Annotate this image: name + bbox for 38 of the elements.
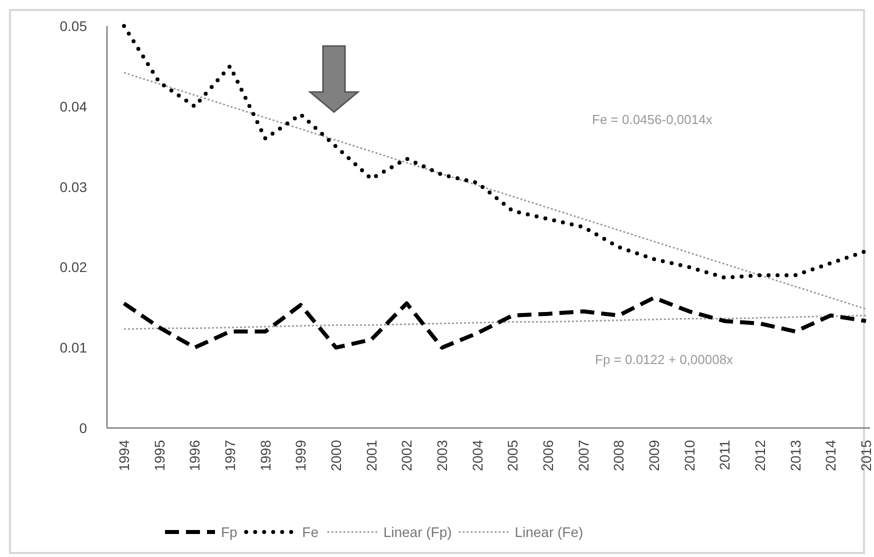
- x-tick-label: 2003: [434, 440, 450, 472]
- x-tick-label: 2013: [787, 440, 804, 472]
- x-tick-label: 2006: [540, 440, 556, 472]
- x-tick-label: 1998: [257, 440, 274, 472]
- legend-label: Linear (Fp): [383, 524, 452, 540]
- y-tick-label: 0.04: [60, 98, 88, 114]
- x-tick-label: 1996: [186, 440, 203, 472]
- x-tick-label: 2007: [575, 440, 592, 472]
- y-tick-label: 0.05: [60, 18, 88, 34]
- legend-label: Fp: [221, 524, 238, 540]
- x-tick-label: 2002: [398, 440, 415, 472]
- line-series: [123, 72, 867, 310]
- x-tick-label: 1999: [292, 440, 309, 472]
- x-tick-label: 2011: [716, 440, 733, 470]
- x-tick-label: 1995: [151, 440, 168, 472]
- line-series: [122, 24, 868, 280]
- x-tick-label: 2008: [610, 440, 627, 472]
- x-tick-label: 2001: [363, 440, 380, 472]
- x-tick-label: 1997: [222, 440, 238, 472]
- x-tick-label: 2004: [469, 440, 486, 472]
- x-tick-label: 2009: [646, 440, 662, 472]
- x-tick-label: 2012: [752, 440, 768, 472]
- y-tick-label: 0: [79, 420, 88, 436]
- x-tick-label: 1994: [116, 440, 132, 472]
- annotation: Fe = 0.0456-0,0014x: [592, 112, 713, 127]
- annotation: Fp = 0.0122 + 0,00008x: [595, 352, 734, 367]
- line-series: [122, 296, 868, 350]
- line-series: [123, 314, 867, 330]
- y-tick-label: 0.02: [60, 259, 88, 276]
- y-tick-label: 0.01: [60, 340, 88, 356]
- y-tick-label: 0.03: [60, 178, 88, 195]
- x-tick-label: 2005: [504, 440, 521, 472]
- legend-label: Linear (Fe): [514, 524, 584, 540]
- x-tick-label: 2015: [858, 440, 874, 472]
- x-tick-label: 2014: [822, 440, 839, 472]
- legend-label: Fe: [302, 524, 319, 540]
- x-tick-label: 2010: [681, 440, 698, 472]
- x-tick-label: 2000: [328, 440, 344, 472]
